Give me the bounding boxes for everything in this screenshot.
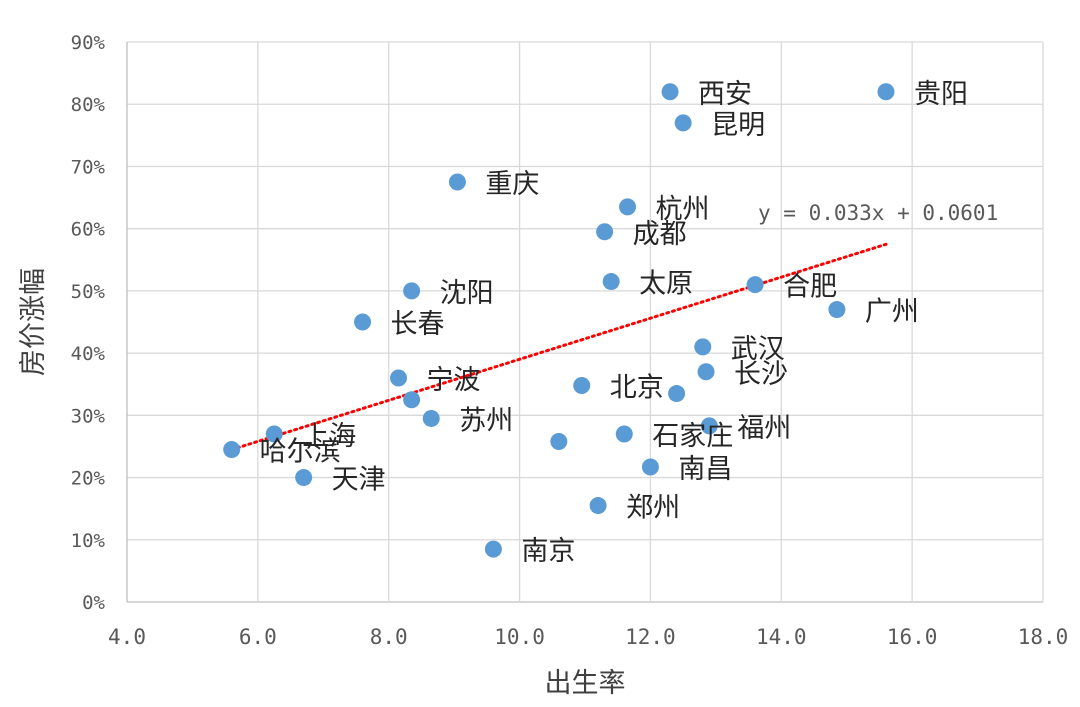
data-label: 贵阳 xyxy=(914,79,968,110)
data-label: 北京 xyxy=(610,372,664,403)
y-tick-label: 40% xyxy=(71,343,106,365)
data-point xyxy=(697,363,715,381)
data-label: 哈尔滨 xyxy=(260,437,341,468)
x-tick-label: 4.0 xyxy=(108,625,146,649)
data-label: 武汉 xyxy=(731,334,785,365)
y-tick-label: 90% xyxy=(71,32,106,54)
data-point xyxy=(390,369,408,387)
x-tick-label: 18.0 xyxy=(1018,625,1069,649)
data-point xyxy=(641,458,659,476)
data-point xyxy=(403,391,421,409)
x-tick-label: 8.0 xyxy=(370,625,408,649)
data-point xyxy=(422,409,440,427)
data-label: 西安 xyxy=(698,79,752,110)
y-tick-label: 10% xyxy=(71,530,106,552)
data-point xyxy=(674,114,692,132)
data-label: 合肥 xyxy=(783,272,837,303)
trendline-path xyxy=(230,242,888,452)
data-label: 福州 xyxy=(737,413,791,444)
x-tick-label: 6.0 xyxy=(239,625,277,649)
data-label: 杭州 xyxy=(656,194,710,225)
data-label: 上海 xyxy=(302,421,356,452)
y-tick-label: 20% xyxy=(71,468,106,490)
y-tick-label: 30% xyxy=(71,405,106,427)
data-point xyxy=(295,469,313,487)
data-point xyxy=(746,276,764,294)
data-point xyxy=(619,198,637,216)
data-label: 石家庄 xyxy=(652,421,733,452)
data-point xyxy=(550,432,568,450)
data-label: 长沙 xyxy=(734,359,788,390)
data-point xyxy=(573,376,591,394)
data-label: 昆明 xyxy=(711,110,765,141)
data-point xyxy=(596,223,614,241)
data-label: 沈阳 xyxy=(440,278,494,309)
data-point xyxy=(615,425,633,443)
y-tick-label: 60% xyxy=(71,219,106,241)
data-points xyxy=(223,83,895,558)
data-point xyxy=(223,441,241,459)
trendline xyxy=(230,242,888,452)
y-tick-label: 80% xyxy=(71,94,106,116)
data-label: 成都 xyxy=(633,219,687,250)
data-point xyxy=(694,338,712,356)
y-tick-label: 0% xyxy=(82,592,105,614)
x-tick-label: 14.0 xyxy=(756,625,807,649)
x-tick-label: 16.0 xyxy=(887,625,938,649)
data-point xyxy=(668,385,686,403)
data-label: 天津 xyxy=(332,465,386,496)
data-label: 宁波 xyxy=(427,365,481,396)
y-axis-title: 房价涨幅 xyxy=(18,268,49,376)
trendline-equation: y = 0.033x + 0.0601 xyxy=(758,201,998,225)
data-label: 太原 xyxy=(639,269,693,300)
data-label: 长春 xyxy=(391,309,445,340)
data-label: 广州 xyxy=(865,297,919,328)
data-label: 苏州 xyxy=(459,405,513,436)
data-point xyxy=(448,173,466,191)
data-point xyxy=(484,540,502,558)
y-tick-label: 70% xyxy=(71,156,106,178)
data-label: 南昌 xyxy=(678,454,732,485)
data-label: 重庆 xyxy=(485,169,539,200)
grid xyxy=(126,41,1044,603)
data-point xyxy=(661,83,679,101)
data-point xyxy=(265,425,283,443)
data-point xyxy=(589,497,607,515)
data-point xyxy=(602,273,620,291)
data-point xyxy=(403,282,421,300)
x-axis-title: 出生率 xyxy=(545,668,626,699)
data-point xyxy=(828,301,846,319)
x-tick-label: 12.0 xyxy=(625,625,676,649)
data-point xyxy=(354,313,372,331)
data-point xyxy=(700,417,718,435)
data-label: 南京 xyxy=(521,536,575,567)
x-tick-label: 10.0 xyxy=(494,625,545,649)
data-point xyxy=(877,83,895,101)
y-tick-label: 50% xyxy=(71,281,106,303)
data-label: 郑州 xyxy=(626,493,680,524)
tick-labels: 0% 10% 20% 30% 40% 50% 60% 70% 80% 90% 4.0 6.0 8.0 10… xyxy=(71,32,1069,649)
